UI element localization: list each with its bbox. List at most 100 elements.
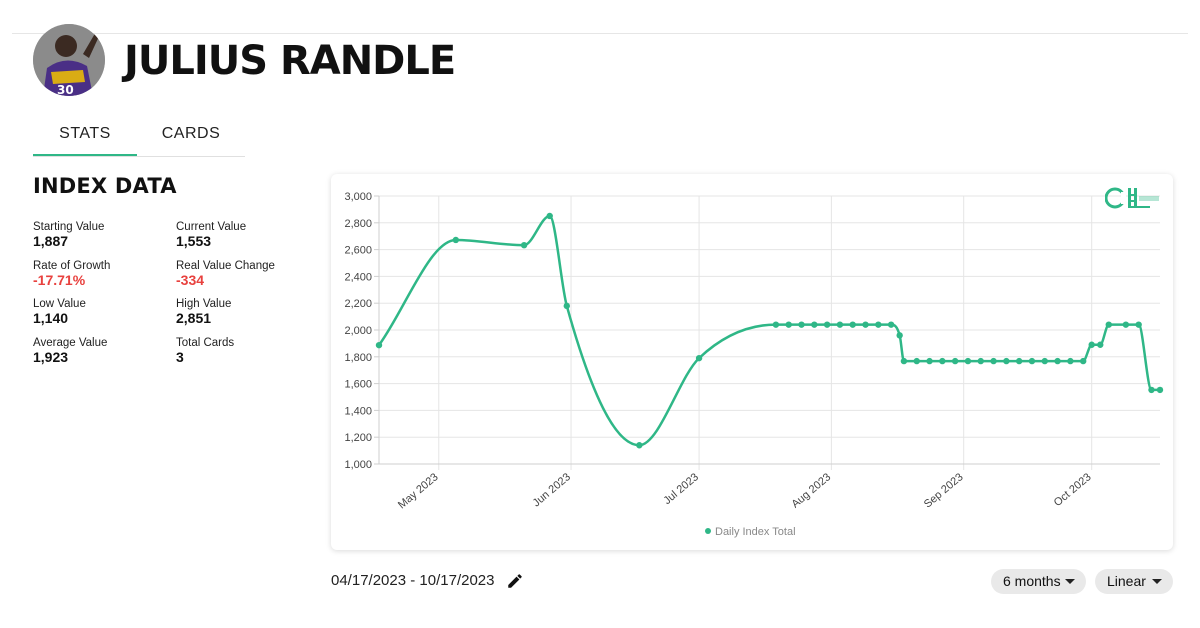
- player-avatar: 30: [33, 24, 105, 96]
- x-tick-label: Oct 2023: [1052, 471, 1094, 509]
- stat-label: High Value: [176, 298, 232, 310]
- data-point[interactable]: [772, 321, 780, 328]
- y-tick-label: 1,400: [344, 405, 372, 417]
- x-tick-label: Jun 2023: [531, 471, 573, 509]
- data-point[interactable]: [1067, 357, 1074, 365]
- y-tick-label: 1,600: [344, 379, 372, 391]
- tab-bar: STATS CARDS: [33, 118, 245, 157]
- data-point[interactable]: [1148, 386, 1155, 394]
- data-point[interactable]: [546, 212, 553, 220]
- y-tick-label: 2,800: [344, 218, 372, 230]
- data-point[interactable]: [977, 357, 984, 365]
- pencil-icon[interactable]: [506, 572, 524, 590]
- x-tick-label: Aug 2023: [790, 471, 834, 510]
- y-tick-label: 2,000: [344, 325, 372, 337]
- data-point[interactable]: [875, 321, 882, 328]
- y-tick-label: 2,400: [344, 271, 372, 283]
- data-point[interactable]: [636, 442, 643, 449]
- tab-stats[interactable]: STATS: [33, 118, 137, 156]
- stat-label: Rate of Growth: [33, 260, 111, 272]
- data-point[interactable]: [1003, 357, 1010, 365]
- stat-real-value-change: Real Value Change -334: [176, 260, 316, 288]
- data-point[interactable]: [896, 332, 903, 339]
- x-tick-label: Jul 2023: [661, 471, 701, 507]
- y-tick-label: 1,200: [344, 432, 372, 444]
- data-point[interactable]: [811, 321, 818, 328]
- index-chart-card: 1,000 1,200 1,400 1,600 1,800 2,000 2,200 2,400…: [331, 174, 1173, 550]
- date-range-text: 04/17/2023 - 10/17/2023: [331, 572, 495, 589]
- stat-label: Low Value: [33, 298, 86, 310]
- data-point[interactable]: [375, 341, 383, 349]
- data-point[interactable]: [695, 354, 703, 362]
- data-point[interactable]: [798, 321, 805, 328]
- stat-value: 1,923: [33, 349, 69, 365]
- player-photo-icon: 30: [33, 24, 105, 96]
- data-point[interactable]: [823, 321, 831, 328]
- x-tick-label: May 2023: [396, 471, 441, 511]
- y-tick-label: 2,200: [344, 298, 372, 310]
- stat-value: 3: [176, 349, 184, 365]
- stat-current-value: Current Value 1,553: [176, 221, 316, 249]
- y-tick-label: 1,800: [344, 352, 372, 364]
- data-point[interactable]: [1015, 357, 1023, 365]
- data-point[interactable]: [563, 302, 570, 310]
- data-point[interactable]: [1088, 341, 1095, 348]
- data-point[interactable]: [990, 357, 997, 365]
- x-tick-label: Sep 2023: [922, 471, 966, 510]
- data-point[interactable]: [862, 321, 869, 328]
- data-point[interactable]: [452, 236, 460, 244]
- caret-down-icon: [1152, 579, 1162, 584]
- data-point[interactable]: [913, 357, 920, 365]
- data-point[interactable]: [1122, 321, 1130, 328]
- data-point[interactable]: [1028, 357, 1036, 365]
- card-ladder-logo-icon: [1105, 187, 1159, 209]
- legend-label: Daily Index Total: [715, 526, 796, 538]
- stat-label: Starting Value: [33, 221, 105, 233]
- stat-average-value: Average Value 1,923: [33, 337, 173, 365]
- data-point[interactable]: [1156, 386, 1164, 394]
- stat-low-value: Low Value 1,140: [33, 298, 173, 326]
- stat-rate-of-growth: Rate of Growth -17.71%: [33, 260, 173, 288]
- data-point[interactable]: [1097, 341, 1104, 348]
- data-point[interactable]: [1135, 321, 1142, 328]
- stat-label: Real Value Change: [176, 260, 275, 272]
- data-point[interactable]: [520, 241, 528, 249]
- data-point[interactable]: [926, 357, 933, 365]
- data-point[interactable]: [849, 321, 856, 328]
- caret-down-icon: [1065, 579, 1075, 584]
- data-point[interactable]: [887, 321, 895, 328]
- data-point[interactable]: [785, 321, 792, 328]
- stat-high-value: High Value 2,851: [176, 298, 316, 326]
- stat-value: 1,140: [33, 310, 69, 326]
- data-point[interactable]: [1079, 357, 1087, 365]
- tab-cards[interactable]: CARDS: [161, 125, 221, 142]
- data-point[interactable]: [1105, 321, 1112, 328]
- index-line-chart[interactable]: 1,000 1,200 1,400 1,600 1,800 2,000 2,200 2,400…: [331, 174, 1173, 550]
- svg-text:30: 30: [57, 83, 74, 96]
- stat-label: Current Value: [176, 221, 247, 233]
- data-point[interactable]: [836, 321, 844, 328]
- scale-value: Linear: [1107, 573, 1146, 589]
- data-point[interactable]: [900, 357, 908, 365]
- stat-label: Average Value: [33, 337, 108, 349]
- data-point[interactable]: [1041, 357, 1048, 365]
- time-range-dropdown[interactable]: 6 months: [991, 569, 1086, 594]
- stat-value: 1,887: [33, 233, 69, 249]
- stat-value: 2,851: [176, 310, 212, 326]
- data-point[interactable]: [951, 357, 959, 365]
- stat-value: 1,553: [176, 233, 212, 249]
- y-tick-label: 1,000: [344, 459, 372, 471]
- legend-marker: [705, 528, 711, 534]
- stat-starting-value: Starting Value 1,887: [33, 221, 173, 249]
- data-point[interactable]: [939, 357, 946, 365]
- stat-total-cards: Total Cards 3: [176, 337, 316, 365]
- scale-dropdown[interactable]: Linear: [1095, 569, 1173, 594]
- data-point[interactable]: [964, 357, 972, 365]
- top-divider: [12, 33, 1188, 34]
- stat-label: Total Cards: [176, 337, 235, 349]
- time-range-value: 6 months: [1003, 573, 1061, 589]
- y-tick-label: 3,000: [344, 191, 372, 203]
- index-data-title: INDEX DATA: [33, 174, 177, 198]
- y-tick-label: 2,600: [344, 245, 372, 257]
- data-point[interactable]: [1054, 357, 1061, 365]
